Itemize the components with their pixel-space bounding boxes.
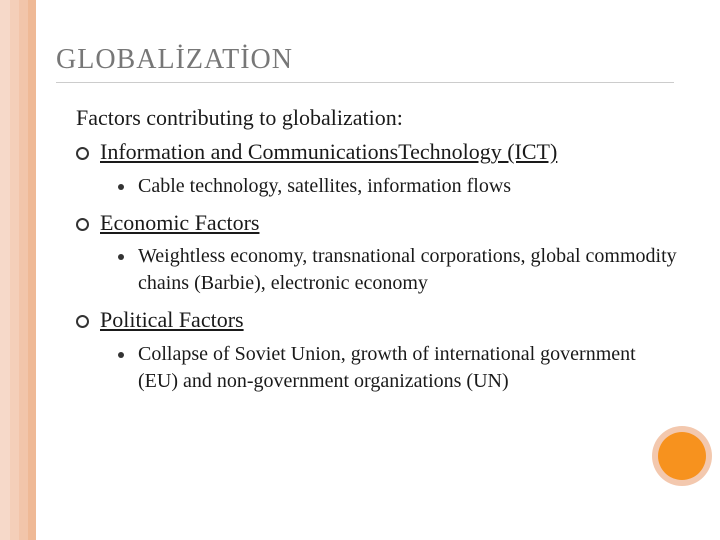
slide-content: GLOBALİZATİON Factors contributing to gl…	[56, 44, 680, 403]
factor-label: Information and CommunicationsTechnology…	[100, 139, 557, 164]
factor-sublist: Collapse of Soviet Union, growth of inte…	[118, 341, 680, 395]
factor-sublist: Weightless economy, transnational corpor…	[118, 243, 680, 297]
factor-sublist: Cable technology, satellites, informatio…	[118, 173, 680, 200]
list-item: Political Factors Collapse of Soviet Uni…	[76, 305, 680, 395]
factor-label: Economic Factors	[100, 210, 259, 235]
factor-label: Political Factors	[100, 307, 244, 332]
slide-title: GLOBALİZATİON	[56, 44, 680, 76]
list-item: Information and CommunicationsTechnology…	[76, 137, 680, 200]
factor-detail: Collapse of Soviet Union, growth of inte…	[118, 341, 680, 395]
left-accent-stripes	[0, 0, 36, 540]
title-underline	[56, 82, 674, 83]
factor-detail: Cable technology, satellites, informatio…	[118, 173, 680, 200]
factor-list: Information and CommunicationsTechnology…	[76, 137, 680, 395]
stripe-1	[0, 0, 10, 540]
list-item: Economic Factors Weightless economy, tra…	[76, 208, 680, 298]
slide-subtitle: Factors contributing to globalization:	[76, 105, 680, 131]
stripe-4	[28, 0, 36, 540]
circle-decoration-icon	[652, 426, 712, 486]
stripe-2	[10, 0, 19, 540]
stripe-3	[19, 0, 28, 540]
circle-inner	[658, 432, 706, 480]
factor-detail: Weightless economy, transnational corpor…	[118, 243, 680, 297]
